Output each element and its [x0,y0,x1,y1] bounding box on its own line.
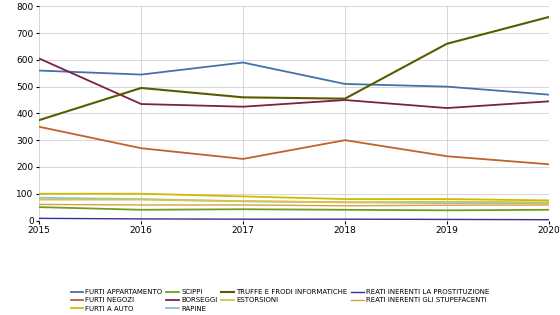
Line: REATI INERENTI GLI STUPEFACENTI: REATI INERENTI GLI STUPEFACENTI [39,204,549,206]
SCIPPI [240,207,246,211]
FURTI APPARTAMENTO [138,73,144,77]
FURTI APPARTAMENTO [240,60,246,65]
Line: BORSEGGI: BORSEGGI [39,59,549,108]
FURTI APPARTAMENTO [444,85,450,89]
ESTORSIONI [36,198,43,202]
FURTI APPARTAMENTO [36,69,43,72]
BORSEGGI [36,57,43,60]
Line: FURTI APPARTAMENTO: FURTI APPARTAMENTO [39,62,549,94]
BORSEGGI [545,100,552,103]
TRUFFE E FRODI INFORMATICHE [240,95,246,99]
TRUFFE E FRODI INFORMATICHE [545,15,552,19]
ESTORSIONI [240,199,246,203]
RAPINE [342,200,348,204]
TRUFFE E FRODI INFORMATICHE [342,97,348,100]
ESTORSIONI [138,198,144,202]
TRUFFE E FRODI INFORMATICHE [444,42,450,46]
Line: REATI INERENTI LA PROSTITUZIONE: REATI INERENTI LA PROSTITUZIONE [39,218,549,220]
ESTORSIONI [444,200,450,203]
REATI INERENTI GLI STUPEFACENTI [36,203,43,206]
Line: RAPINE: RAPINE [39,198,549,203]
FURTI NEGOZI [545,163,552,166]
Line: FURTI NEGOZI: FURTI NEGOZI [39,127,549,164]
REATI INERENTI GLI STUPEFACENTI [545,203,552,207]
FURTI APPARTAMENTO [342,82,348,86]
RAPINE [240,199,246,203]
BORSEGGI [444,106,450,110]
REATI INERENTI GLI STUPEFACENTI [138,203,144,207]
SCIPPI [36,205,43,209]
Line: FURTI A AUTO: FURTI A AUTO [39,194,549,200]
FURTI NEGOZI [444,154,450,158]
REATI INERENTI LA PROSTITUZIONE [342,217,348,221]
FURTI A AUTO [342,197,348,201]
RAPINE [545,201,552,205]
FURTI A AUTO [138,192,144,196]
BORSEGGI [240,105,246,109]
Line: SCIPPI: SCIPPI [39,207,549,210]
RAPINE [138,197,144,201]
FURTI A AUTO [444,197,450,201]
TRUFFE E FRODI INFORMATICHE [36,118,43,122]
SCIPPI [545,208,552,212]
FURTI A AUTO [545,198,552,202]
BORSEGGI [342,98,348,102]
RAPINE [444,201,450,205]
FURTI A AUTO [240,194,246,198]
REATI INERENTI LA PROSTITUZIONE [240,217,246,221]
SCIPPI [342,208,348,212]
REATI INERENTI GLI STUPEFACENTI [240,203,246,207]
ESTORSIONI [342,200,348,204]
REATI INERENTI LA PROSTITUZIONE [545,218,552,221]
REATI INERENTI LA PROSTITUZIONE [36,216,43,220]
REATI INERENTI LA PROSTITUZIONE [444,218,450,221]
SCIPPI [138,208,144,212]
ESTORSIONI [545,200,552,204]
FURTI NEGOZI [342,138,348,142]
TRUFFE E FRODI INFORMATICHE [138,86,144,90]
RAPINE [36,196,43,200]
SCIPPI [444,209,450,212]
FURTI APPARTAMENTO [545,93,552,96]
FURTI NEGOZI [138,146,144,150]
Line: ESTORSIONI: ESTORSIONI [39,200,549,202]
FURTI NEGOZI [240,157,246,161]
FURTI A AUTO [36,192,43,196]
REATI INERENTI GLI STUPEFACENTI [444,203,450,207]
REATI INERENTI GLI STUPEFACENTI [342,204,348,208]
Legend: FURTI APPARTAMENTO, FURTI NEGOZI, FURTI A AUTO, SCIPPI, BORSEGGI, RAPINE, TRUFFE: FURTI APPARTAMENTO, FURTI NEGOZI, FURTI … [71,289,489,312]
REATI INERENTI LA PROSTITUZIONE [138,217,144,221]
FURTI NEGOZI [36,125,43,129]
BORSEGGI [138,102,144,106]
Line: TRUFFE E FRODI INFORMATICHE: TRUFFE E FRODI INFORMATICHE [39,17,549,120]
